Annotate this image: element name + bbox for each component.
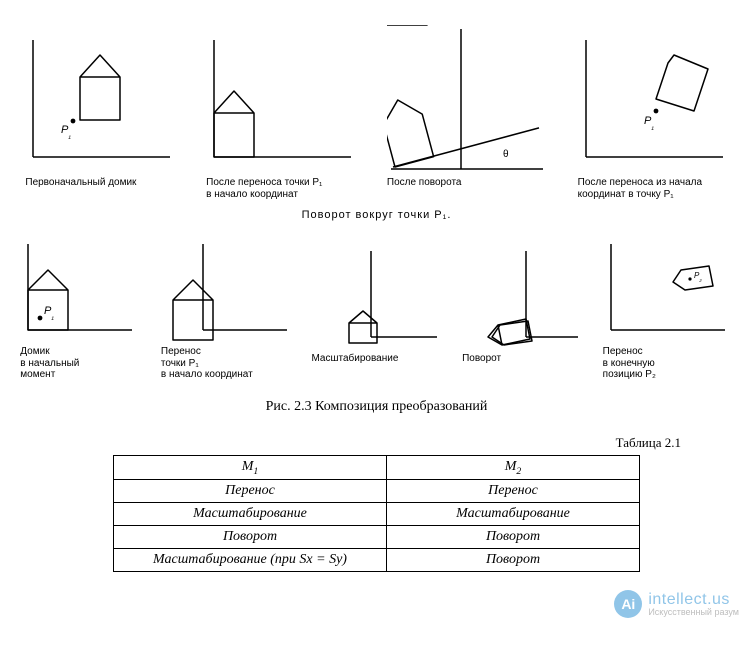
- svg-text:P₁: P₁: [61, 124, 71, 140]
- transform-table: M1M2ПереносПереносМасштабированиеМасштаб…: [113, 455, 640, 573]
- panel-caption: Переносв конечнуюпозицию P₂: [603, 346, 733, 381]
- diagram-panel: θ После поворота: [387, 25, 547, 205]
- diagram-panel: P₁ Первоначальный домик: [25, 25, 175, 205]
- panel-caption: Домикв начальныймомент: [20, 346, 140, 381]
- diagram-panel: Переносточки P₁в начало координат: [161, 234, 291, 381]
- svg-text:P₁: P₁: [644, 115, 654, 131]
- table-cell: Поворот: [387, 526, 640, 549]
- table-cell: Поворот: [387, 549, 640, 572]
- diagram-row-1: P₁ Первоначальный домик После переноса точ…: [0, 20, 753, 205]
- table-cell: Поворот: [114, 526, 387, 549]
- panel-caption: После переноса из началакоординат в точк…: [578, 177, 728, 205]
- panel-caption: После поворота: [387, 177, 547, 205]
- watermark-sub: Искусственный разум: [648, 608, 739, 617]
- table-cell: Перенос: [114, 480, 387, 503]
- diagram-panel: После переноса точки P₁в начало координа…: [206, 25, 356, 205]
- svg-text:P₁: P₁: [44, 305, 54, 321]
- diagram-panel: P₂ Переносв конечнуюпозицию P₂: [603, 234, 733, 381]
- watermark-main: intellect.us: [648, 592, 739, 608]
- table-cell: Перенос: [387, 480, 640, 503]
- panel-caption: После переноса точки P₁в начало координа…: [206, 177, 356, 205]
- watermark: Ai intellect.us Искусственный разум: [614, 590, 739, 618]
- table-header-cell: M1: [114, 455, 387, 480]
- diagram-panel: P₁ Домикв начальныймомент: [20, 234, 140, 381]
- diagram-panel: P₁ После переноса из началакоординат в то…: [578, 25, 728, 205]
- figure-area: P₁ Первоначальный домик После переноса точ…: [0, 0, 753, 572]
- svg-text:θ: θ: [503, 149, 509, 160]
- svg-text:P₂: P₂: [694, 271, 702, 283]
- diagram-row-2: P₁ Домикв начальныймомент Переносточки P₁в…: [0, 229, 753, 381]
- table-label: Таблица 2.1: [0, 435, 681, 451]
- diagram-panel: Масштабирование: [311, 241, 441, 381]
- panel-caption: Первоначальный домик: [25, 177, 175, 205]
- table-cell: Масштабирование: [387, 503, 640, 526]
- watermark-badge: Ai: [614, 590, 642, 618]
- table-cell: Масштабирование: [114, 503, 387, 526]
- row1-caption: Поворот вокруг точки P₁.: [0, 209, 753, 221]
- figure-caption: Рис. 2.3 Композиция преобразований: [0, 399, 753, 415]
- table-cell: Масштабирование (при Sx = Sy): [114, 549, 387, 572]
- panel-caption: Масштабирование: [311, 353, 441, 381]
- diagram-panel: Поворот: [462, 241, 582, 381]
- panel-caption: Поворот: [462, 353, 582, 381]
- table-header-cell: M2: [387, 455, 640, 480]
- panel-caption: Переносточки P₁в начало координат: [161, 346, 291, 381]
